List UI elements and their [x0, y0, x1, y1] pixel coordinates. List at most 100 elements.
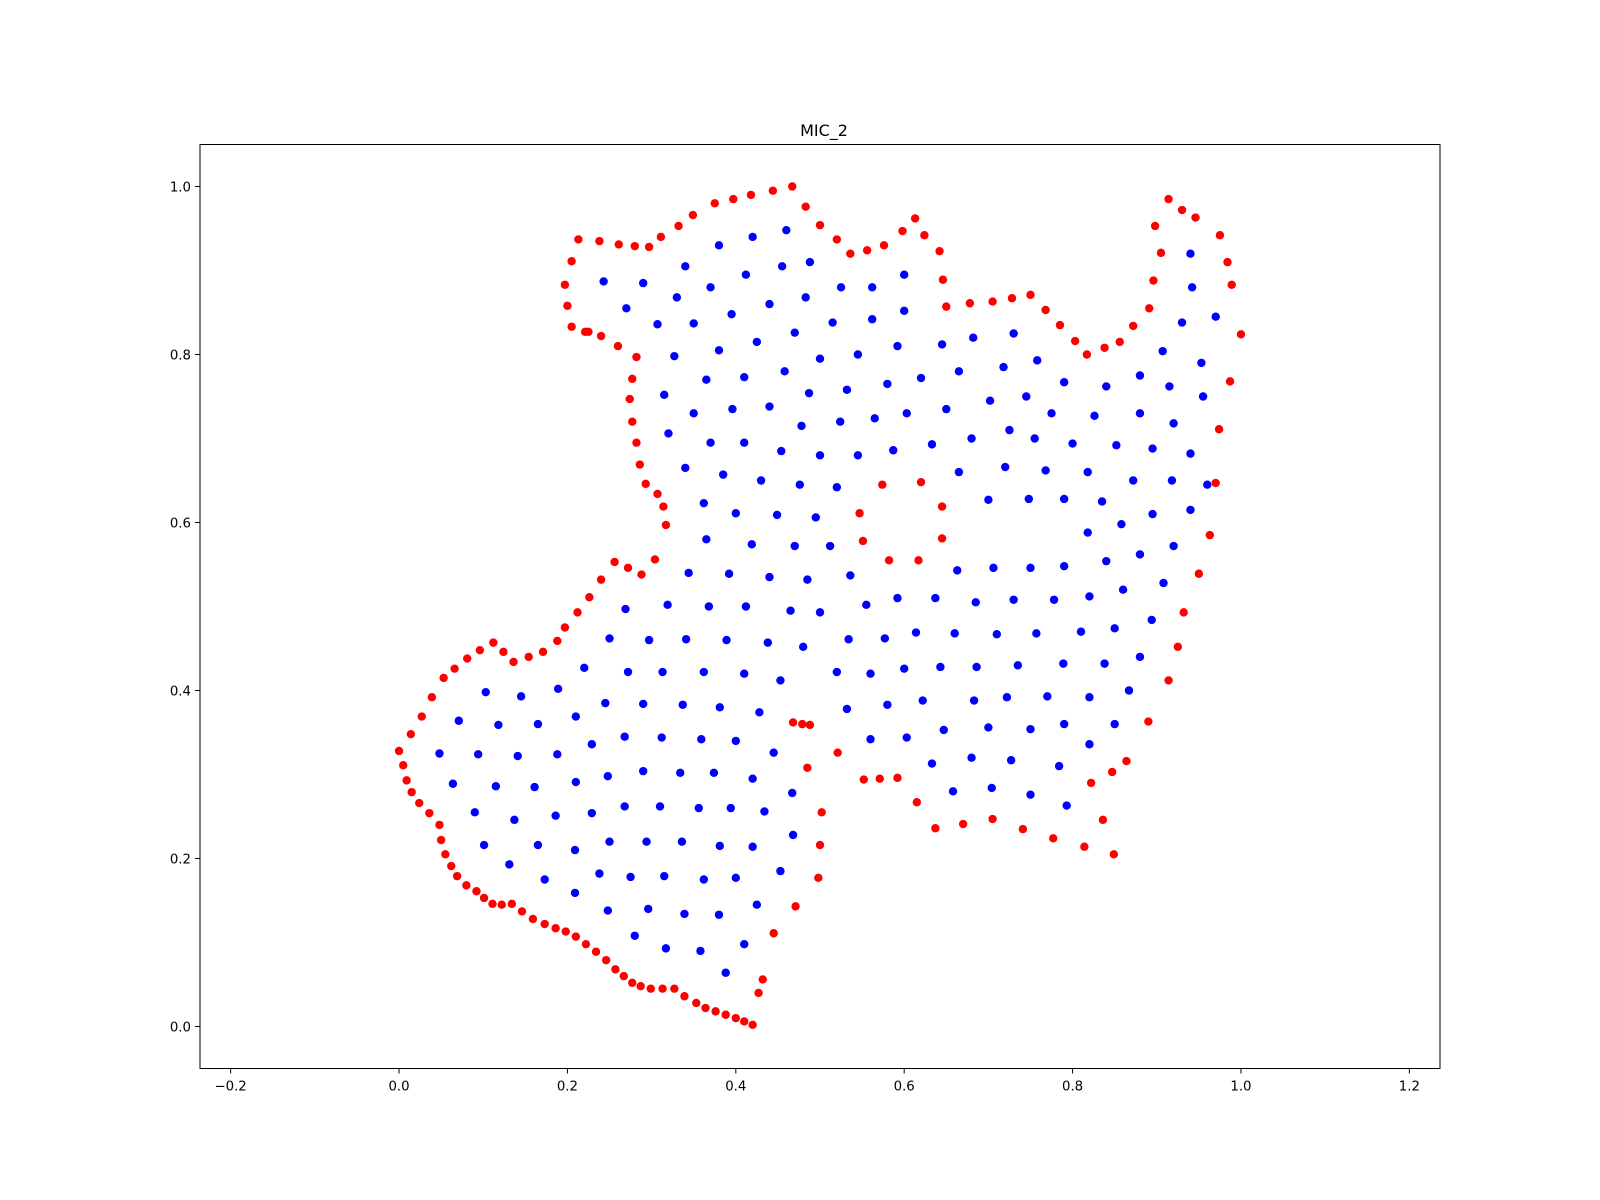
data-point — [815, 354, 825, 363]
data-point — [752, 900, 762, 909]
data-point — [653, 489, 662, 499]
data-point — [470, 808, 480, 817]
data-point — [989, 563, 998, 573]
data-point — [1049, 834, 1058, 843]
data-point — [399, 761, 408, 770]
data-point — [741, 270, 751, 279]
chart-title: MIC_2 — [800, 121, 848, 141]
data-point — [862, 600, 871, 610]
data-point — [563, 301, 572, 310]
data-point — [950, 629, 959, 638]
data-point — [898, 226, 907, 236]
data-point — [741, 602, 751, 611]
data-point — [942, 404, 951, 414]
data-point — [1018, 824, 1028, 834]
data-point — [1041, 305, 1050, 315]
data-point — [1215, 231, 1225, 240]
data-point — [1041, 466, 1050, 475]
data-point — [417, 712, 426, 721]
data-point — [644, 635, 654, 645]
x-tick-label: 0.0 — [388, 1080, 409, 1095]
data-point — [1009, 595, 1018, 604]
data-point — [714, 241, 724, 250]
data-point — [936, 662, 945, 672]
data-point — [938, 275, 948, 284]
data-point — [623, 667, 633, 677]
data-point — [866, 735, 875, 744]
data-point — [832, 483, 842, 492]
data-point — [1086, 778, 1096, 788]
data-point — [1102, 382, 1111, 391]
data-point — [752, 337, 762, 347]
data-point — [570, 888, 580, 898]
data-point — [628, 417, 637, 426]
data-point — [636, 981, 645, 991]
data-point — [528, 914, 538, 924]
x-tick-label: 0.6 — [894, 1080, 915, 1095]
data-point — [507, 899, 517, 909]
data-point — [899, 270, 909, 279]
data-point — [660, 871, 669, 881]
data-point — [1148, 444, 1157, 453]
data-point — [969, 333, 978, 342]
data-point — [603, 771, 613, 781]
data-point — [1186, 449, 1195, 458]
data-point — [452, 871, 462, 881]
x-tick-label: 0.4 — [725, 1080, 746, 1095]
data-point — [646, 984, 655, 993]
data-point — [1085, 740, 1094, 749]
data-point — [653, 320, 662, 329]
data-point — [1148, 509, 1157, 519]
data-point — [1097, 497, 1107, 506]
data-point — [415, 798, 424, 808]
series-2 — [435, 225, 1220, 977]
data-point — [454, 716, 464, 725]
data-point — [844, 635, 853, 644]
data-point — [1150, 221, 1160, 231]
data-point — [1236, 330, 1246, 339]
data-point — [688, 210, 698, 220]
data-point — [406, 729, 416, 739]
data-point — [958, 819, 968, 829]
data-point — [939, 725, 948, 735]
plot-area-frame — [199, 144, 1441, 1069]
data-point — [551, 811, 560, 820]
data-point — [1144, 717, 1153, 726]
data-point — [842, 704, 852, 714]
x-tick-label: 0.2 — [557, 1080, 578, 1095]
data-point — [1026, 563, 1035, 573]
data-point — [740, 372, 749, 382]
data-point — [601, 955, 611, 965]
data-point — [972, 662, 981, 672]
data-point — [1083, 467, 1092, 477]
data-point — [862, 246, 872, 255]
data-point — [1059, 659, 1068, 668]
data-point — [661, 944, 671, 953]
data-point — [427, 693, 437, 702]
data-point — [985, 396, 995, 405]
data-point — [533, 840, 543, 850]
data-point — [769, 929, 778, 938]
data-point — [638, 766, 648, 776]
x-tick-label: −0.2 — [214, 1080, 246, 1095]
data-point — [790, 541, 799, 551]
data-point — [622, 304, 631, 313]
data-point — [899, 306, 909, 316]
data-point — [706, 438, 715, 447]
data-point — [937, 340, 947, 349]
data-point — [701, 1003, 710, 1013]
data-point — [1179, 608, 1188, 617]
data-point — [916, 373, 926, 383]
data-point — [788, 718, 798, 727]
data-point — [635, 460, 645, 469]
data-point — [499, 647, 508, 657]
data-point — [670, 984, 679, 993]
data-point — [672, 293, 682, 302]
data-point — [711, 1007, 720, 1016]
data-point — [551, 924, 560, 933]
data-point — [1156, 248, 1166, 258]
x-tick-label: 1.2 — [1399, 1080, 1420, 1095]
y-tick-label: 0.0 — [170, 1021, 191, 1036]
data-point — [1135, 371, 1145, 380]
